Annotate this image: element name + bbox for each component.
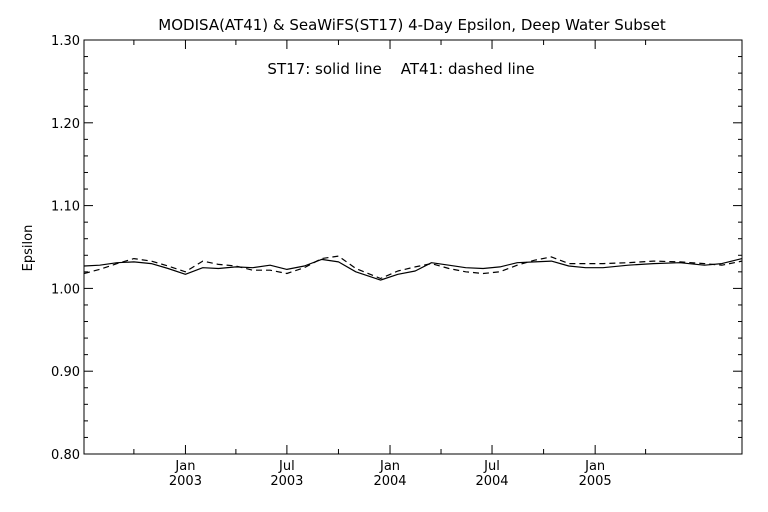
series-line-st17 xyxy=(83,258,743,281)
y-tick-label: 1.00 xyxy=(51,282,80,297)
x-tick-month: Jan xyxy=(174,459,195,474)
x-tick-year: 2004 xyxy=(373,474,406,489)
x-tick-year: 2005 xyxy=(579,474,612,489)
series-layer xyxy=(83,255,743,281)
x-tick-month: Jul xyxy=(278,459,295,474)
y-tick-label: 1.30 xyxy=(51,34,80,49)
y-tick-label: 0.90 xyxy=(51,365,80,380)
series-line-at41 xyxy=(83,255,743,280)
y-axis-label: Epsilon xyxy=(21,225,36,272)
x-tick-month: Jul xyxy=(483,459,500,474)
y-tick-label: 0.80 xyxy=(51,448,80,463)
y-tick-label: 1.10 xyxy=(51,200,80,215)
y-axis: 0.80 0.90 1.00 1.10 1.20 1.30 xyxy=(51,34,742,463)
x-tick-month: Jan xyxy=(379,459,400,474)
legend-annotation: ST17: solid line AT41: dashed line xyxy=(267,60,534,78)
x-tick-month: Jan xyxy=(584,459,605,474)
x-tick-year: 2003 xyxy=(169,474,202,489)
y-tick-label: 1.20 xyxy=(51,117,80,132)
x-tick-year: 2003 xyxy=(270,474,303,489)
chart-title: MODISA(AT41) & SeaWiFS(ST17) 4-Day Epsil… xyxy=(158,16,666,34)
x-tick-year: 2004 xyxy=(475,474,508,489)
plot-frame xyxy=(83,39,743,455)
